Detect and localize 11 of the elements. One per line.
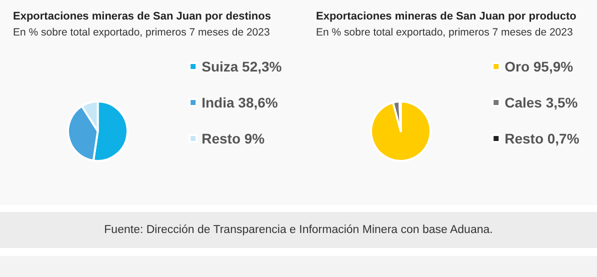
- chart-subtitle: En % sobre total exportado, primeros 7 meses de 2023: [316, 26, 573, 38]
- chart-title: Exportaciones mineras de San Juan por destinos: [13, 10, 271, 22]
- legend-label: Cales 3,5%: [504, 94, 578, 110]
- legend-label: India 38,6%: [202, 94, 278, 110]
- legend-label: Resto 9%: [202, 130, 266, 146]
- legend-label: Resto 0,7%: [504, 130, 580, 146]
- chart-title: Exportaciones mineras de San Juan por producto: [316, 10, 577, 22]
- source-note: Fuente: Dirección de Transparencia e Información Minera con base Aduana.: [0, 212, 597, 248]
- legend-label: Oro 95,9%: [504, 58, 574, 74]
- chart-subtitle: En % sobre total exportado, primeros 7 meses de 2023: [13, 26, 270, 38]
- legend-label: Suiza 52,3%: [202, 58, 282, 74]
